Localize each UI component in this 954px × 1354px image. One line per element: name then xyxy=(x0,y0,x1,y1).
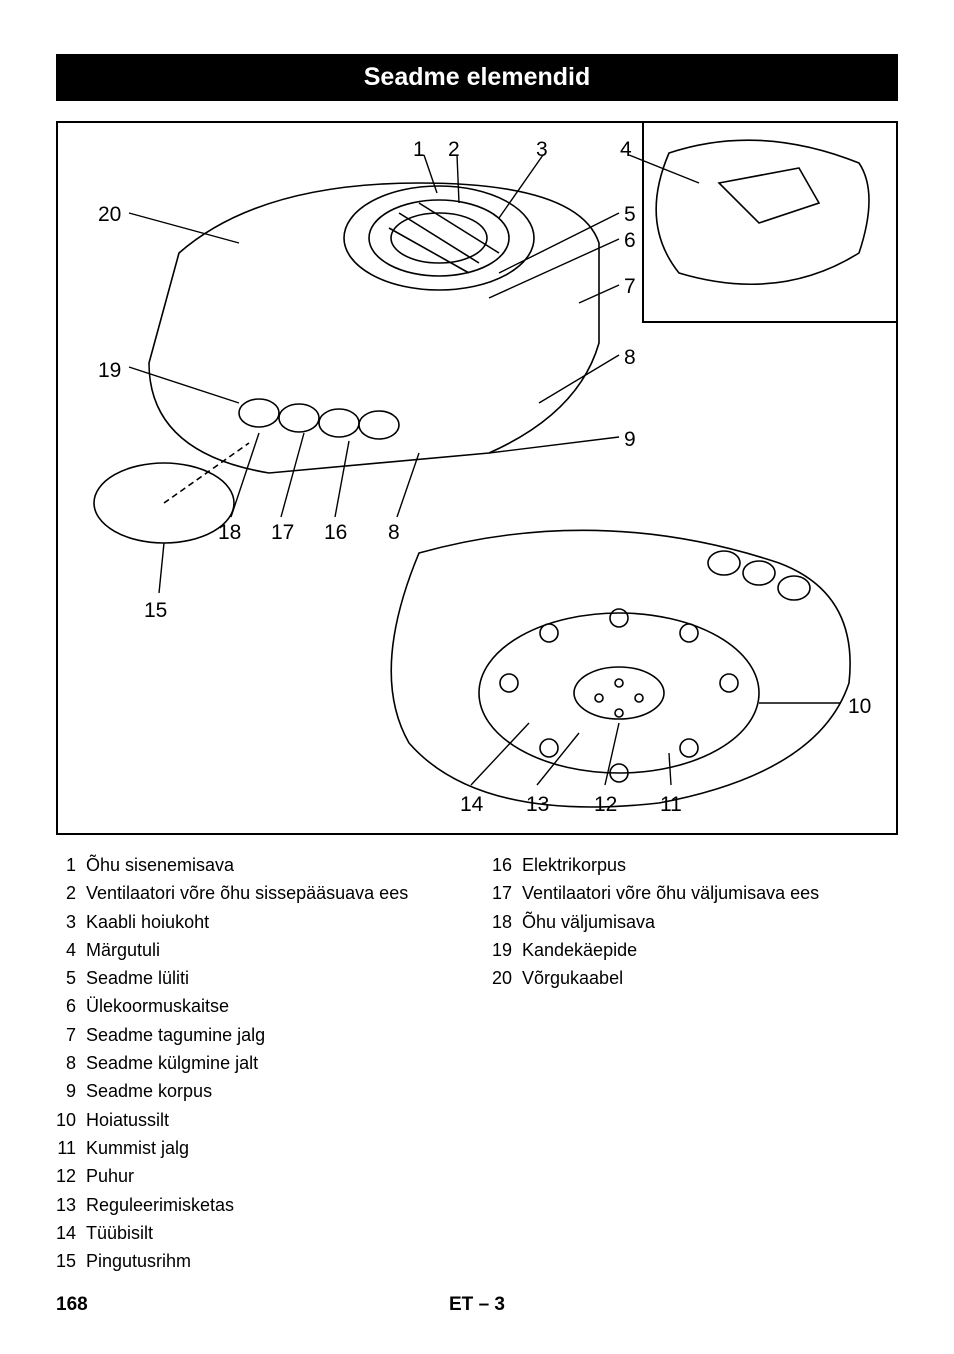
legend-label: Elektrikorpus xyxy=(522,853,898,877)
legend-item: 8Seadme külgmine jalt xyxy=(56,1051,462,1075)
legend: 1Õhu sisenemisava 2Ventilaatori võre õhu… xyxy=(56,853,898,1277)
callout-13: 13 xyxy=(526,793,549,817)
legend-number: 7 xyxy=(56,1023,86,1047)
legend-item: 9Seadme korpus xyxy=(56,1079,462,1103)
legend-item: 11Kummist jalg xyxy=(56,1136,462,1160)
legend-label: Ventilaatori võre õhu sissepääsuava ees xyxy=(86,881,462,905)
callout-4: 4 xyxy=(620,138,632,162)
diagram-frame: 1 2 3 4 20 5 6 7 19 8 9 18 17 16 8 15 10… xyxy=(56,121,898,835)
legend-item: 6Ülekoormuskaitse xyxy=(56,994,462,1018)
callout-15: 15 xyxy=(144,599,167,623)
legend-label: Hoiatussilt xyxy=(86,1108,462,1132)
callout-19: 19 xyxy=(98,359,121,383)
legend-number: 16 xyxy=(492,853,522,877)
callout-8a: 8 xyxy=(624,346,636,370)
callout-7: 7 xyxy=(624,275,636,299)
callout-9: 9 xyxy=(624,428,636,452)
legend-label: Seadme lüliti xyxy=(86,966,462,990)
legend-item: 2Ventilaatori võre õhu sissepääsuava ees xyxy=(56,881,462,905)
legend-number: 18 xyxy=(492,910,522,934)
legend-number: 3 xyxy=(56,910,86,934)
legend-number: 15 xyxy=(56,1249,86,1273)
legend-label: Seadme külgmine jalt xyxy=(86,1051,462,1075)
callout-2: 2 xyxy=(448,138,460,162)
section-title: Seadme elemendid xyxy=(364,63,590,91)
callout-14: 14 xyxy=(460,793,483,817)
page-number: 168 xyxy=(56,1294,88,1316)
legend-number: 14 xyxy=(56,1221,86,1245)
legend-item: 10Hoiatussilt xyxy=(56,1108,462,1132)
legend-column-left: 1Õhu sisenemisava 2Ventilaatori võre õhu… xyxy=(56,853,462,1277)
legend-label: Seadme korpus xyxy=(86,1079,462,1103)
legend-label: Kaabli hoiukoht xyxy=(86,910,462,934)
legend-number: 1 xyxy=(56,853,86,877)
legend-label: Võrgukaabel xyxy=(522,966,898,990)
callout-11: 11 xyxy=(660,793,682,817)
legend-label: Reguleerimisketas xyxy=(86,1193,462,1217)
legend-item: 3Kaabli hoiukoht xyxy=(56,910,462,934)
legend-item: 1Õhu sisenemisava xyxy=(56,853,462,877)
legend-label: Seadme tagumine jalg xyxy=(86,1023,462,1047)
legend-number: 17 xyxy=(492,881,522,905)
page-code: ET – 3 xyxy=(449,1294,505,1316)
callout-3: 3 xyxy=(536,138,548,162)
legend-label: Kummist jalg xyxy=(86,1136,462,1160)
callout-1: 1 xyxy=(413,138,425,162)
legend-label: Puhur xyxy=(86,1164,462,1188)
callout-6: 6 xyxy=(624,229,636,253)
legend-number: 10 xyxy=(56,1108,86,1132)
legend-item: 4Märgutuli xyxy=(56,938,462,962)
footer-spacer xyxy=(893,1294,898,1316)
callout-8b: 8 xyxy=(388,521,400,545)
legend-column-right: 16Elektrikorpus 17Ventilaatori võre õhu … xyxy=(492,853,898,1277)
callout-5: 5 xyxy=(624,203,636,227)
legend-label: Pingutusrihm xyxy=(86,1249,462,1273)
legend-item: 18Õhu väljumisava xyxy=(492,910,898,934)
legend-number: 19 xyxy=(492,938,522,962)
callout-18: 18 xyxy=(218,521,241,545)
callout-10: 10 xyxy=(848,695,871,719)
legend-number: 5 xyxy=(56,966,86,990)
page-footer: 168 ET – 3 xyxy=(56,1294,898,1316)
legend-item: 16Elektrikorpus xyxy=(492,853,898,877)
legend-label: Ülekoormuskaitse xyxy=(86,994,462,1018)
legend-item: 15Pingutusrihm xyxy=(56,1249,462,1273)
legend-number: 4 xyxy=(56,938,86,962)
legend-label: Kandekäepide xyxy=(522,938,898,962)
legend-label: Õhu sisenemisava xyxy=(86,853,462,877)
callout-12: 12 xyxy=(594,793,617,817)
diagram-illustration xyxy=(58,123,896,833)
legend-item: 7Seadme tagumine jalg xyxy=(56,1023,462,1047)
legend-number: 11 xyxy=(56,1136,86,1160)
legend-item: 17Ventilaatori võre õhu väljumisava ees xyxy=(492,881,898,905)
legend-label: Tüübisilt xyxy=(86,1221,462,1245)
legend-number: 6 xyxy=(56,994,86,1018)
legend-item: 12Puhur xyxy=(56,1164,462,1188)
legend-number: 2 xyxy=(56,881,86,905)
legend-label: Ventilaatori võre õhu väljumisava ees xyxy=(522,881,898,905)
legend-item: 13Reguleerimisketas xyxy=(56,1193,462,1217)
legend-item: 19Kandekäepide xyxy=(492,938,898,962)
legend-item: 5Seadme lüliti xyxy=(56,966,462,990)
legend-number: 8 xyxy=(56,1051,86,1075)
legend-number: 12 xyxy=(56,1164,86,1188)
callout-16: 16 xyxy=(324,521,347,545)
legend-number: 20 xyxy=(492,966,522,990)
legend-number: 9 xyxy=(56,1079,86,1103)
legend-item: 20Võrgukaabel xyxy=(492,966,898,990)
section-header: Seadme elemendid xyxy=(56,54,898,101)
legend-label: Märgutuli xyxy=(86,938,462,962)
legend-number: 13 xyxy=(56,1193,86,1217)
callout-17: 17 xyxy=(271,521,294,545)
callout-20: 20 xyxy=(98,203,121,227)
legend-item: 14Tüübisilt xyxy=(56,1221,462,1245)
legend-label: Õhu väljumisava xyxy=(522,910,898,934)
